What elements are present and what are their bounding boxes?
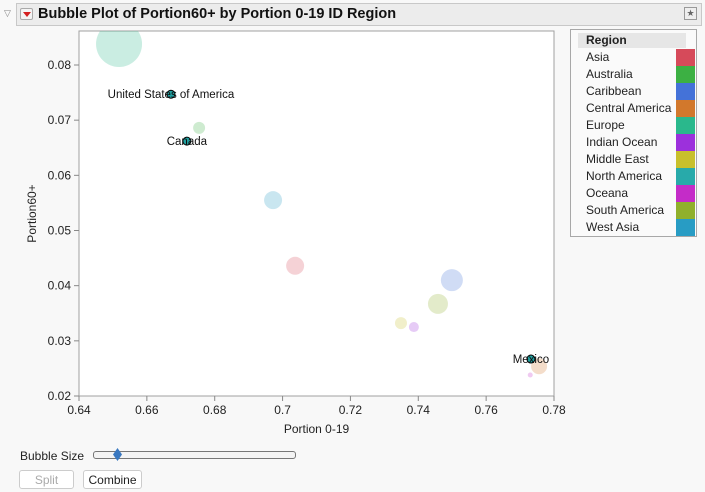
legend-label: Asia [586, 50, 610, 64]
y-tick-label: 0.05 [48, 224, 72, 238]
legend-label: Central America [586, 101, 672, 115]
legend-swatch [676, 134, 695, 151]
legend-item[interactable]: Asia [586, 49, 695, 66]
legend-label: Middle East [586, 152, 649, 166]
legend-label: West Asia [586, 220, 640, 234]
legend-swatch [676, 66, 695, 83]
legend-title: Region [578, 33, 686, 48]
bubble-selected[interactable] [526, 354, 536, 364]
legend-swatch [676, 168, 695, 185]
bubble-selected[interactable] [166, 89, 176, 99]
bubble-label: United States of America [108, 89, 235, 101]
legend-item[interactable]: Europe [586, 117, 695, 134]
bubble-size-slider[interactable] [93, 451, 296, 459]
legend-item[interactable]: South America [586, 202, 695, 219]
legend-item[interactable]: Central America [586, 100, 695, 117]
bubble-label: Mexico [513, 354, 549, 366]
legend-swatch [676, 185, 695, 202]
slider-thumb[interactable] [113, 448, 123, 461]
legend-swatch [676, 151, 695, 168]
bubble[interactable] [394, 317, 407, 330]
x-tick-label: 0.72 [339, 403, 363, 417]
bubble[interactable] [193, 121, 206, 134]
legend-swatch [676, 83, 695, 100]
legend-item[interactable]: West Asia [586, 219, 695, 236]
legend-item[interactable]: Oceana [586, 185, 695, 202]
x-tick-label: 0.78 [542, 403, 566, 417]
legend-swatch [676, 117, 695, 134]
plot-area [78, 30, 555, 397]
x-tick-label: 0.74 [407, 403, 431, 417]
bubble[interactable] [264, 191, 283, 210]
title-bar [16, 3, 702, 26]
y-tick-label: 0.08 [48, 58, 72, 72]
legend-label: North America [586, 169, 663, 183]
x-tick-label: 0.76 [474, 403, 498, 417]
y-tick-label: 0.03 [48, 334, 72, 348]
legend-swatch [676, 219, 695, 236]
legend-item[interactable]: Indian Ocean [586, 134, 695, 151]
bubble-label: Canada [167, 136, 208, 148]
legend-swatch [676, 49, 695, 66]
legend-label: Caribbean [586, 84, 642, 98]
disclosure-icon[interactable]: ▽ [4, 8, 11, 18]
y-tick-label: 0.07 [48, 113, 72, 127]
bubble[interactable] [408, 322, 419, 333]
legend-label: South America [586, 203, 665, 217]
bubble-selected[interactable] [182, 136, 192, 146]
legend-item[interactable]: North America [586, 168, 695, 185]
x-axis-label: Portion 0-19 [284, 422, 350, 436]
bubble[interactable] [440, 269, 463, 292]
legend: Region Asia Australia Caribbean Central Ame… [570, 29, 697, 237]
legend-label: Oceana [586, 186, 629, 200]
y-axis-label: Portion60+ [25, 184, 39, 242]
legend-swatch [676, 202, 695, 219]
y-tick-label: 0.02 [48, 389, 72, 403]
pin-icon[interactable]: ★ [684, 7, 697, 20]
bubble[interactable] [531, 358, 548, 375]
x-tick-label: 0.68 [203, 403, 227, 417]
legend-item[interactable]: Caribbean [586, 83, 695, 100]
x-tick-label: 0.66 [135, 403, 159, 417]
x-tick-label: 0.7 [274, 403, 291, 417]
split-button[interactable]: Split [19, 470, 74, 489]
bubble-size-label: Bubble Size [20, 449, 85, 463]
red-triangle-menu-icon[interactable] [20, 8, 33, 20]
legend-label: Europe [586, 118, 625, 132]
y-tick-label: 0.04 [48, 279, 72, 293]
legend-swatch [676, 100, 695, 117]
chart-title: Bubble Plot of Portion60+ by Portion 0-1… [38, 6, 397, 22]
legend-label: Australia [586, 67, 633, 81]
bubble[interactable] [427, 293, 448, 314]
legend-item[interactable]: Australia [586, 66, 695, 83]
legend-label: Indian Ocean [586, 135, 658, 149]
y-tick-label: 0.06 [48, 168, 72, 182]
combine-button[interactable]: Combine [83, 470, 142, 489]
bubble[interactable] [527, 372, 533, 378]
legend-item[interactable]: Middle East [586, 151, 695, 168]
bubble[interactable] [96, 21, 143, 68]
x-tick-label: 0.64 [67, 403, 91, 417]
bubble[interactable] [286, 256, 305, 275]
